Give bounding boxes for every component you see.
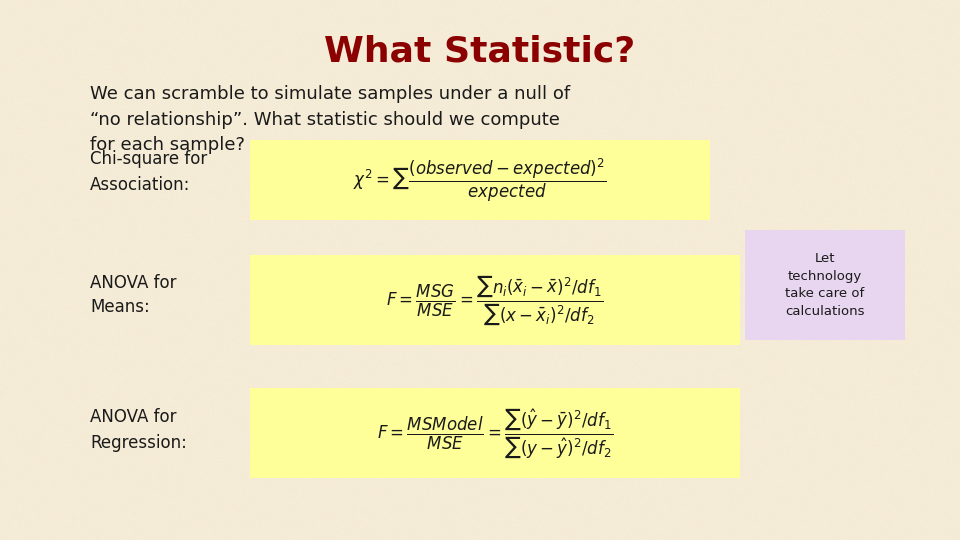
Text: $\chi^2 = \sum\dfrac{(\mathit{observed} - \mathit{expected})^2}{\mathit{expected: $\chi^2 = \sum\dfrac{(\mathit{observed} … (353, 157, 607, 204)
Text: What Statistic?: What Statistic? (324, 35, 636, 69)
Text: Chi-square for
Association:: Chi-square for Association: (90, 151, 207, 193)
Text: $F = \dfrac{MSG}{MSE} = \dfrac{\sum n_i(\bar{x}_i - \bar{x})^2/df_1}{\sum(x - \b: $F = \dfrac{MSG}{MSE} = \dfrac{\sum n_i(… (386, 273, 604, 327)
Text: ANOVA for
Regression:: ANOVA for Regression: (90, 408, 187, 451)
FancyBboxPatch shape (250, 255, 740, 345)
Text: $F = \dfrac{MSModel}{MSE} = \dfrac{\sum(\hat{y} - \bar{y})^2/df_1}{\sum(y - \hat: $F = \dfrac{MSModel}{MSE} = \dfrac{\sum(… (377, 406, 613, 460)
Text: Let
technology
take care of
calculations: Let technology take care of calculations (785, 252, 865, 318)
FancyBboxPatch shape (250, 140, 710, 220)
FancyBboxPatch shape (250, 388, 740, 478)
FancyBboxPatch shape (745, 230, 905, 340)
Text: We can scramble to simulate samples under a null of
“no relationship”. What stat: We can scramble to simulate samples unde… (90, 85, 570, 154)
Text: ANOVA for
Means:: ANOVA for Means: (90, 273, 177, 316)
